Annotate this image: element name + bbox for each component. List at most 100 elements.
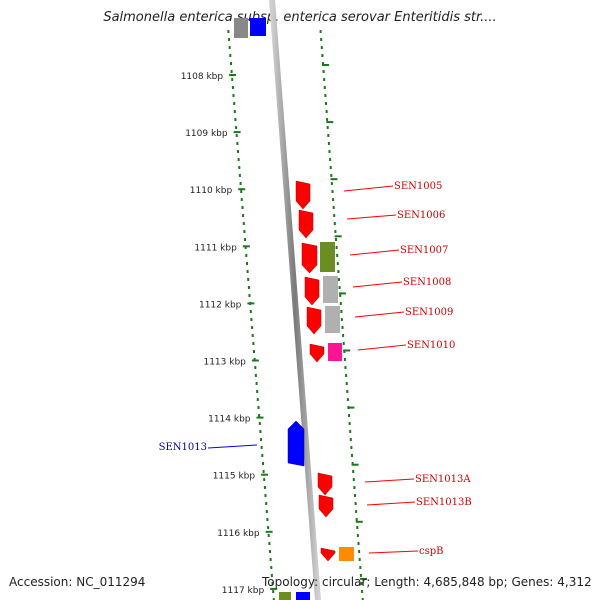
topology-label: Topology: circular; Length: 4,685,848 bp…	[262, 575, 592, 589]
track-dot	[353, 486, 356, 489]
accession-label: Accession: NC_011294	[9, 575, 146, 589]
leader-line	[364, 478, 415, 483]
leader-line	[354, 311, 405, 318]
track-dot	[335, 246, 338, 249]
track-dot	[328, 150, 331, 153]
track-dot	[258, 414, 261, 417]
track-dot	[265, 502, 268, 505]
track-dot	[340, 318, 343, 321]
track-dot	[344, 366, 347, 369]
track-dot	[227, 30, 230, 33]
track-dot	[323, 86, 326, 89]
gene-arrow-sen1006	[298, 209, 314, 239]
track-dot	[324, 94, 327, 97]
track-dot	[352, 470, 355, 473]
major-tick-right	[351, 463, 359, 466]
gene-label-sen1013b: SEN1013B	[416, 497, 472, 508]
track-dot	[242, 222, 245, 225]
scale-track-right	[319, 30, 368, 600]
track-dot	[338, 278, 340, 281]
major-tick-right	[347, 406, 355, 409]
track-dot	[327, 142, 330, 145]
track-dot	[342, 342, 345, 345]
scale-label: 1117 kbp	[222, 586, 265, 596]
track-dot	[228, 46, 231, 49]
track-dot	[267, 534, 270, 537]
track-dot	[272, 598, 275, 600]
track-dot	[265, 510, 268, 513]
track-dot	[351, 454, 353, 457]
major-tick-left	[270, 587, 278, 590]
track-dot	[338, 286, 341, 289]
track-dot	[354, 494, 356, 497]
track-dot	[233, 102, 236, 105]
track-dot	[326, 118, 329, 121]
major-tick-left	[238, 188, 246, 191]
track-dot	[339, 302, 342, 305]
gene-arrow-sen1005	[295, 180, 311, 210]
track-dot	[330, 174, 333, 177]
feature-grey-2	[325, 306, 340, 333]
track-dot	[270, 566, 273, 569]
track-dot	[349, 430, 352, 433]
track-dot	[346, 398, 349, 401]
track-dot	[348, 422, 351, 425]
gene-label-sen1010: SEN1010	[407, 340, 455, 351]
track-dot	[320, 38, 323, 41]
scale-label: 1116 kbp	[217, 529, 260, 539]
track-dot	[325, 102, 327, 105]
track-dot	[245, 254, 248, 257]
track-dot	[348, 414, 350, 417]
track-dot	[235, 134, 238, 137]
track-dot	[237, 158, 240, 161]
scale-label: 1112 kbp	[199, 300, 242, 310]
leader-line	[352, 281, 403, 288]
track-dot	[340, 310, 343, 313]
track-dot	[343, 358, 346, 361]
partial-feature-blue-bottom	[296, 592, 310, 600]
partial-feature-olive	[279, 592, 291, 600]
feature-orange	[339, 547, 354, 561]
track-dot	[244, 238, 246, 241]
major-tick-right	[322, 64, 329, 66]
track-dot	[249, 310, 252, 313]
track-dot	[266, 518, 269, 521]
track-dot	[242, 214, 245, 217]
track-dot	[262, 470, 265, 473]
leader-line	[346, 214, 397, 220]
track-dot	[259, 430, 262, 433]
track-dot	[255, 382, 258, 385]
partial-feature-grey	[234, 18, 248, 38]
track-dot	[251, 326, 254, 329]
track-dot	[333, 214, 336, 217]
gene-label-sen1013a: SEN1013A	[415, 474, 471, 485]
track-dot	[270, 574, 273, 577]
track-dot	[336, 254, 339, 257]
track-dot	[354, 502, 357, 505]
track-dot	[336, 262, 339, 265]
track-dot	[229, 54, 232, 57]
track-dot	[234, 118, 237, 121]
gene-label-sen1005: SEN1005	[394, 181, 442, 192]
partial-feature-blue	[250, 18, 266, 36]
track-dot	[333, 222, 336, 225]
leader-line	[207, 444, 258, 449]
track-dot	[359, 574, 362, 577]
track-dot	[237, 150, 239, 153]
major-tick-left	[256, 416, 264, 419]
track-dot	[228, 38, 230, 41]
track-dot	[356, 526, 359, 529]
gene-arrow-sen1008	[304, 276, 320, 306]
gene-arrow-sen1009	[306, 306, 322, 335]
track-dot	[251, 334, 254, 337]
track-dot	[248, 294, 251, 297]
track-dot	[235, 126, 238, 129]
leader-line	[366, 501, 416, 506]
track-dot	[341, 326, 344, 329]
track-dot	[269, 550, 271, 553]
track-dot	[231, 78, 234, 81]
track-dot	[253, 350, 255, 353]
feature-magenta	[328, 343, 342, 361]
track-dot	[335, 238, 337, 241]
track-dot	[329, 158, 332, 161]
